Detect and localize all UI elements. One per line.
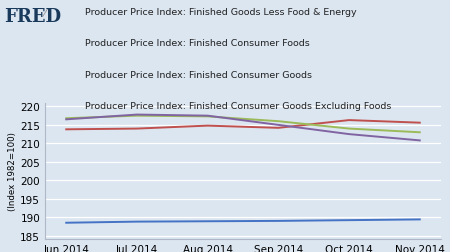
Text: Producer Price Index: Finished Consumer Goods: Producer Price Index: Finished Consumer … [85,71,311,80]
Text: ⁄: ⁄ [43,9,45,19]
Text: Producer Price Index: Finished Goods Less Food & Energy: Producer Price Index: Finished Goods Les… [85,8,356,17]
Text: Producer Price Index: Finished Consumer Foods: Producer Price Index: Finished Consumer … [85,39,309,48]
Y-axis label: (Index 1982=100): (Index 1982=100) [9,132,18,211]
Text: Producer Price Index: Finished Consumer Goods Excluding Foods: Producer Price Index: Finished Consumer … [85,102,391,111]
Text: FRED: FRED [4,8,62,25]
